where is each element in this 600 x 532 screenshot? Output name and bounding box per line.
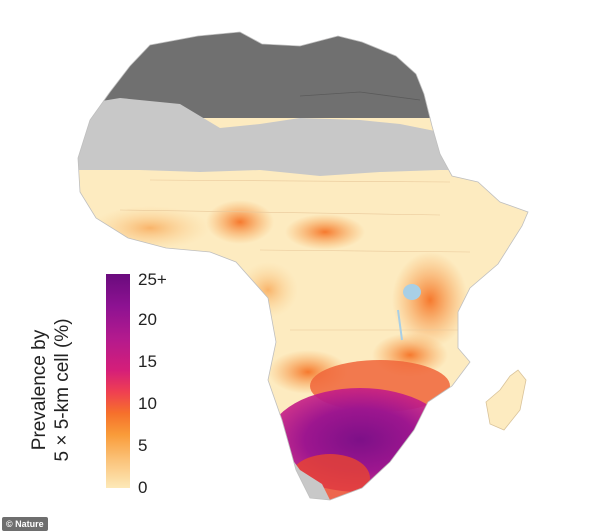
legend-title: Prevalence by 5 × 5-km cell (%): [28, 275, 74, 505]
legend-title-line1: Prevalence by: [29, 329, 50, 451]
no-data-coast-namibia: [278, 440, 330, 500]
legend-tick-25: 25+: [138, 270, 167, 289]
madagascar: [485, 369, 527, 431]
no-data-north-africa: [78, 32, 528, 118]
legend-colorbar: [106, 274, 130, 488]
legend-tick-15: 15: [138, 352, 157, 371]
lake-victoria: [403, 284, 421, 300]
africa-coastline: [77, 31, 529, 501]
legend-tick-20: 20: [138, 310, 157, 329]
credit-label: © Nature: [2, 517, 48, 531]
legend-title-line2: 5 × 5-km cell (%): [52, 318, 73, 462]
legend-tick-0: 0: [138, 478, 148, 497]
lake-tanganyika: [397, 309, 403, 341]
legend-tick-10: 10: [138, 394, 157, 413]
legend-tick-5: 5: [138, 436, 148, 455]
